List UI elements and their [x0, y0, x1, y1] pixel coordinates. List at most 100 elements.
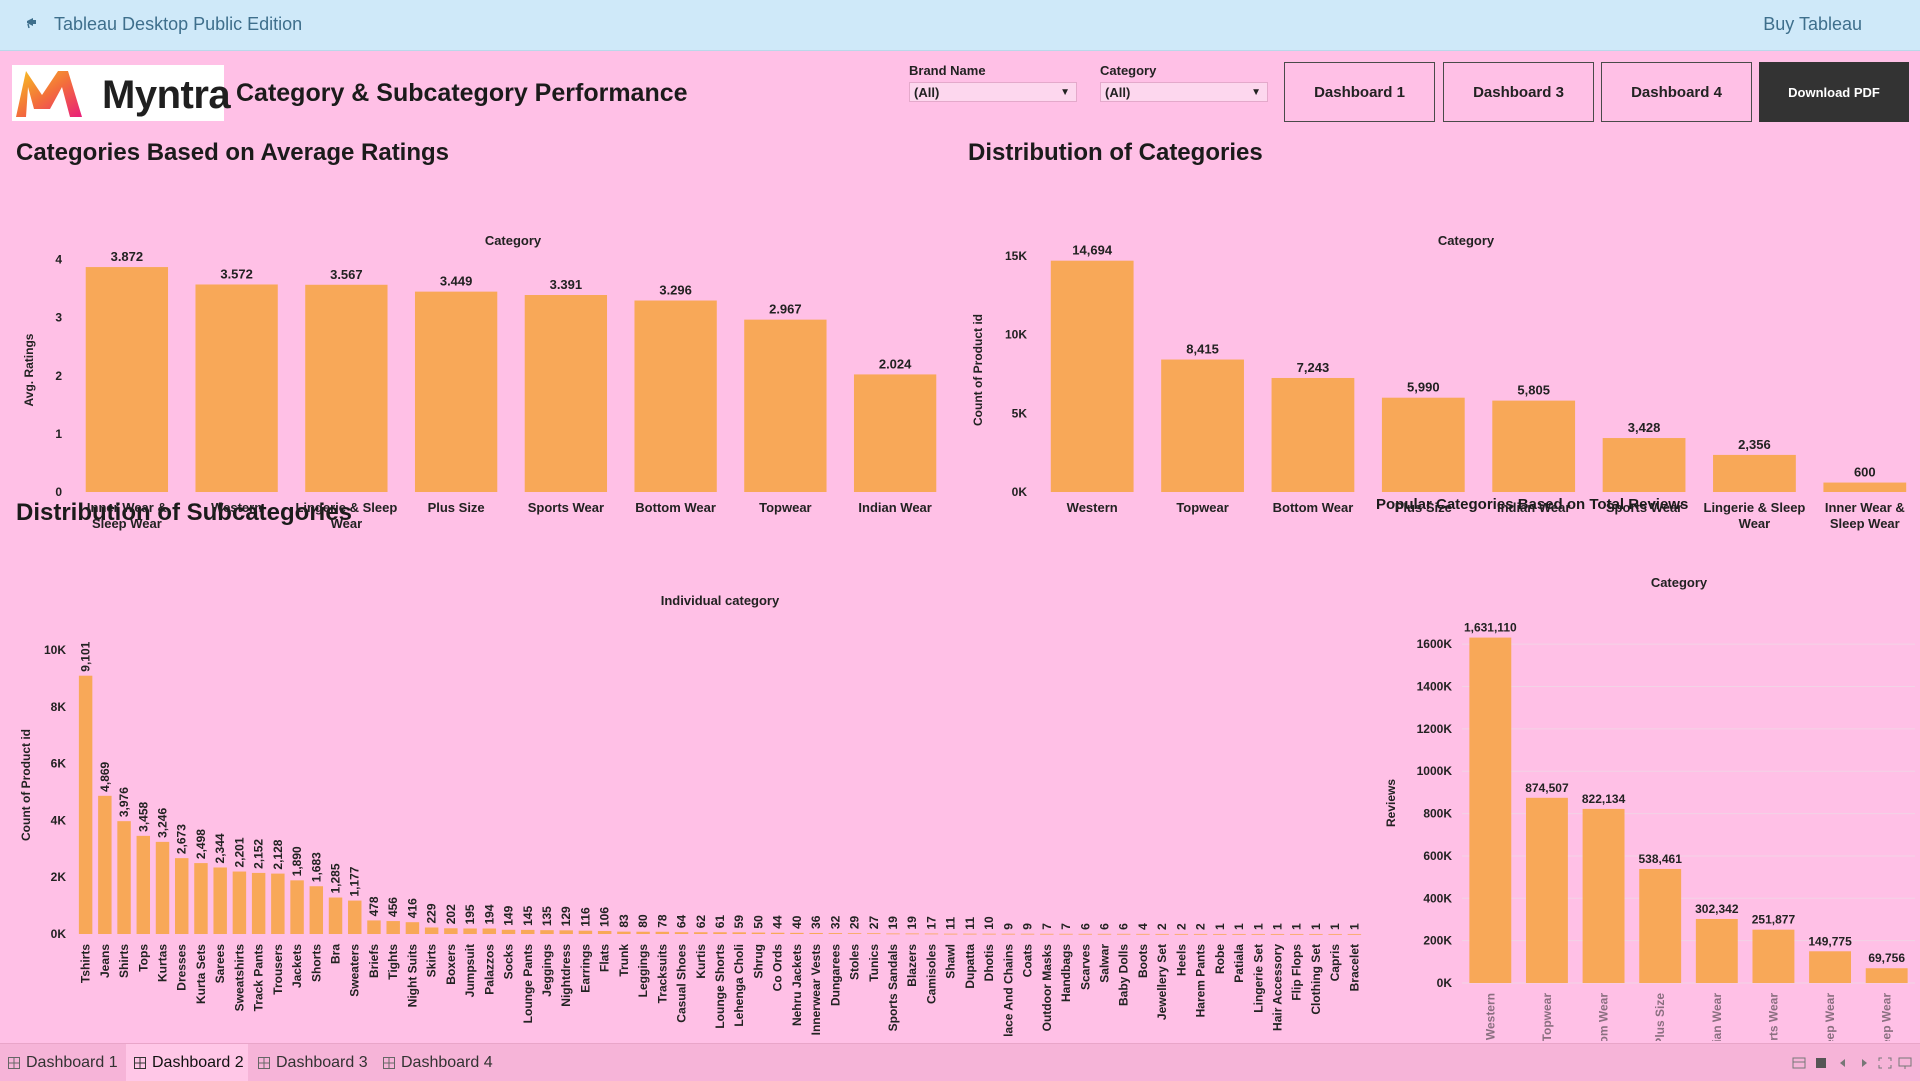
bar — [444, 928, 458, 934]
bar — [1525, 797, 1568, 983]
data-label: 1 — [1328, 923, 1342, 930]
y-tick-label: 10K — [1005, 328, 1027, 342]
dashboard-3-button[interactable]: Dashboard 3 — [1443, 62, 1594, 122]
dashboard-grid-icon — [8, 1056, 20, 1069]
dashboard-grid-icon — [258, 1056, 270, 1069]
y-tick-label: 1200K — [1417, 722, 1453, 736]
data-label: 6 — [1078, 923, 1092, 930]
bar — [578, 930, 593, 934]
next-sheet-icon[interactable] — [1857, 1057, 1871, 1069]
dashboard-grid-icon — [134, 1056, 146, 1069]
data-label: 149 — [502, 905, 516, 925]
data-label: 7 — [1040, 923, 1054, 930]
bar — [634, 300, 717, 492]
myntra-logo-icon — [16, 71, 82, 117]
y-tick-label: 4 — [55, 253, 62, 267]
x-tick-label: Necklace And Chains — [1001, 944, 1015, 1036]
x-tick-label: Boxers — [444, 944, 458, 985]
bar — [943, 933, 958, 935]
buy-tableau-link[interactable]: Buy Tableau — [1763, 14, 1862, 34]
bar — [1001, 933, 1016, 935]
data-label: 69,756 — [1868, 951, 1905, 965]
bar — [117, 821, 131, 934]
y-tick-label: 800K — [1423, 807, 1452, 821]
x-tick-label: Trousers — [271, 944, 285, 995]
x-tick-label: Leggings — [636, 944, 650, 998]
y-tick-label: 3 — [55, 311, 62, 325]
presentation-mode-icon[interactable] — [1898, 1057, 1912, 1069]
bar — [1347, 933, 1362, 935]
data-label: 4 — [1136, 923, 1150, 930]
bar — [1270, 933, 1285, 935]
x-tick-label: Sports Sandals — [886, 944, 900, 1032]
download-pdf-button[interactable]: Download PDF — [1759, 62, 1909, 122]
data-label: 416 — [405, 898, 419, 918]
x-tick-label: Western — [211, 500, 262, 515]
category-filter: Category (All) ▼ — [1100, 63, 1268, 102]
bar — [924, 933, 939, 935]
x-tick-label: Jumpsuit — [463, 944, 477, 997]
data-label: 538,461 — [1638, 852, 1682, 866]
x-tick-label: Kurtas — [156, 944, 170, 982]
data-label: 59 — [732, 915, 746, 929]
data-label: 2,356 — [1738, 437, 1771, 452]
brand-name-select[interactable]: (All) ▼ — [909, 82, 1077, 102]
bar — [305, 284, 388, 492]
bar — [290, 880, 304, 934]
dashboard-1-button[interactable]: Dashboard 1 — [1284, 62, 1435, 122]
tab-dashboard-1[interactable]: Dashboard 1 — [8, 1044, 126, 1081]
tab-dashboard-3[interactable]: Dashboard 3 — [258, 1044, 376, 1081]
dashboard-4-button[interactable]: Dashboard 4 — [1601, 62, 1752, 122]
bar — [1155, 933, 1169, 935]
tab-dashboard-4[interactable]: Dashboard 4 — [383, 1044, 501, 1081]
bar — [1174, 933, 1189, 935]
x-tick-label: Heels — [1174, 944, 1188, 976]
y-axis-label: Reviews — [1384, 779, 1398, 827]
data-label: 6 — [1117, 923, 1131, 930]
bar — [1492, 400, 1576, 492]
bar — [1213, 933, 1227, 935]
x-tick-label: Jeggings — [540, 944, 554, 997]
data-label: 11 — [963, 917, 977, 930]
sheet-sorter-icon[interactable] — [1792, 1057, 1806, 1069]
x-tick-label: Lehenga Choli — [732, 944, 746, 1027]
x-tick-label: Jewellery Set — [1155, 944, 1169, 1020]
data-label: 1,177 — [348, 866, 362, 896]
filter-label: Brand Name — [909, 63, 986, 78]
data-label: 3.872 — [111, 249, 144, 264]
bar — [213, 867, 227, 934]
bar — [617, 931, 631, 934]
x-tick-label: Lounge Pants — [521, 944, 535, 1024]
reviews-chart-title: Popular Categories Based on Total Review… — [1376, 496, 1689, 513]
x-tick-label: Socks — [502, 944, 516, 980]
category-select[interactable]: (All) ▼ — [1100, 82, 1268, 102]
x-tick-label: Jackets — [290, 944, 304, 988]
data-label: 1 — [1290, 923, 1304, 930]
data-label: 129 — [559, 906, 573, 926]
x-tick-label: Patiala — [1232, 944, 1246, 983]
data-label: 80 — [636, 914, 650, 928]
bar — [1752, 929, 1795, 983]
data-label: 195 — [463, 904, 477, 924]
bar — [1823, 482, 1907, 492]
x-tick-label: Dungarees — [828, 944, 842, 1006]
y-tick-label: 5K — [1012, 406, 1028, 420]
x-tick-label: Shirts — [117, 944, 131, 978]
filmstrip-icon[interactable] — [1814, 1057, 1828, 1069]
y-tick-label: 400K — [1423, 891, 1452, 905]
data-label: 2,344 — [213, 833, 227, 863]
fullscreen-icon[interactable] — [1878, 1057, 1892, 1069]
data-label: 14,694 — [1072, 243, 1113, 258]
x-tick-label: Blazers — [905, 944, 919, 987]
x-tick-label: Sweaters — [348, 944, 362, 997]
tab-dashboard-2[interactable]: Dashboard 2 — [126, 1044, 248, 1081]
x-tick-label: Shrug — [751, 944, 765, 979]
data-label: 478 — [367, 896, 381, 916]
bar — [1059, 933, 1073, 935]
data-label: 1 — [1270, 923, 1284, 930]
previous-sheet-icon[interactable] — [1836, 1057, 1850, 1069]
x-tick-label: Innerwear Vests — [809, 944, 823, 1036]
x-tick-label: Western — [1067, 500, 1118, 515]
bar — [853, 374, 937, 492]
dropdown-caret-icon: ▼ — [1060, 87, 1070, 98]
